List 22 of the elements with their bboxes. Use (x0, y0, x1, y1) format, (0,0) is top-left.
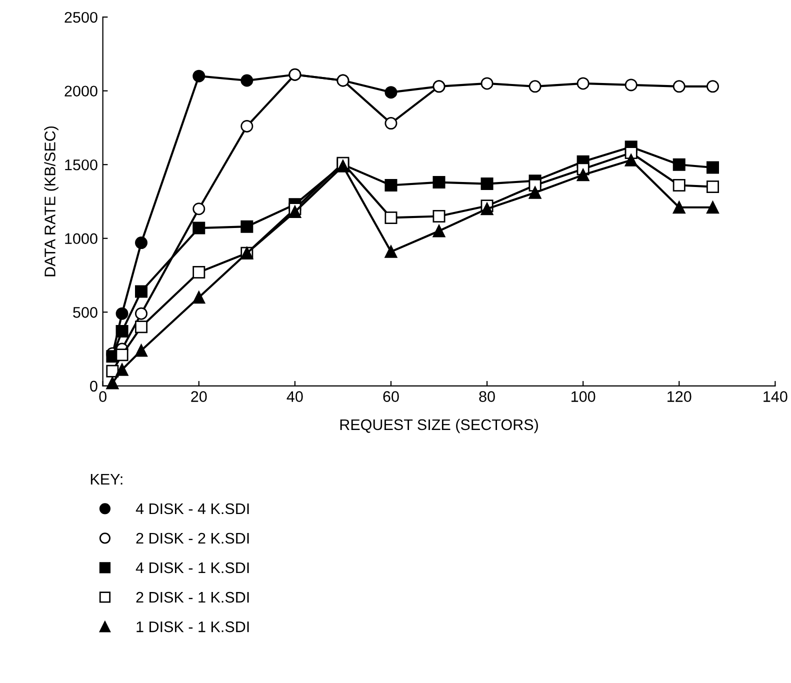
legend-label: 2 DISK - 2 K.SDI (136, 532, 249, 544)
legend-label: 4 DISK - 1 K.SDI (136, 562, 249, 574)
y-axis-title: DATA RATE (KB/SEC) (44, 126, 58, 276)
legend-title: KEY: (90, 474, 122, 484)
x-tick-label: 140 (764, 391, 788, 402)
y-tick-label: 2500 (64, 12, 98, 23)
legend-label: 4 DISK - 4 K.SDI (136, 503, 249, 514)
y-tick-label: 2000 (64, 86, 98, 97)
x-tick-label: 60 (383, 391, 399, 402)
y-tick-label: 1500 (65, 159, 98, 170)
legend-label: 1 DISK - 1 K.SDI (136, 621, 249, 632)
x-tick-label: 80 (479, 391, 495, 402)
x-tick-label: 0 (99, 391, 106, 402)
y-tick-label: 1000 (65, 233, 98, 244)
x-axis-title: REQUEST SIZE (SECTORS) (340, 418, 538, 434)
y-tick-label: 500 (73, 307, 98, 318)
x-tick-label: 20 (191, 391, 207, 402)
x-tick-label: 40 (286, 391, 303, 402)
legend-label: 2 DISK - 1 K.SDI (136, 592, 249, 603)
y-tick-label: 0 (90, 380, 98, 392)
x-tick-label: 120 (668, 391, 692, 402)
x-tick-label: 100 (572, 391, 596, 402)
